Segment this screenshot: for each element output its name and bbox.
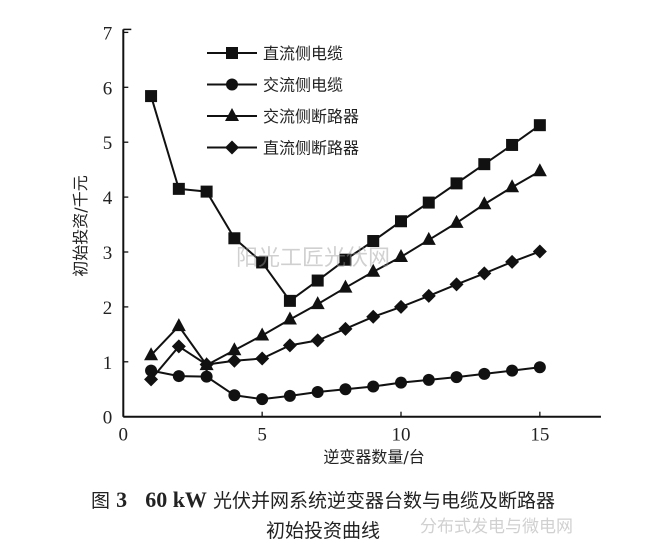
data-point-square bbox=[422, 196, 435, 209]
data-point-square bbox=[283, 294, 296, 307]
data-point-triangle bbox=[449, 214, 464, 228]
x-axis-label: 逆变器数量/台 bbox=[323, 448, 424, 467]
caption-number: 3 bbox=[116, 487, 128, 512]
data-point-square bbox=[200, 185, 213, 198]
legend-marker-circle bbox=[226, 78, 238, 91]
watermark-center: 阳光工匠光伏网 bbox=[236, 246, 391, 271]
x-tick-label: 15 bbox=[530, 425, 549, 446]
data-point-triangle bbox=[282, 311, 297, 325]
data-point-square bbox=[172, 182, 185, 195]
data-point-diamond bbox=[227, 353, 242, 368]
caption-power: 60 kW bbox=[145, 487, 207, 512]
legend-label: 直流侧断路器 bbox=[263, 139, 359, 158]
caption-line-1: 图 3 60 kW 光伏并网系统逆变器台数与电缆及断路器 bbox=[0, 486, 646, 513]
watermark-bottom: 分布式发电与微电网 bbox=[420, 517, 573, 537]
data-point-circle bbox=[283, 389, 296, 402]
data-point-circle bbox=[506, 364, 519, 377]
data-point-triangle bbox=[255, 327, 270, 341]
data-point-square bbox=[256, 256, 269, 269]
line-chart: 0 1 2 3 4 5 6 7 0 5 10 15 逆变器数量/台 初始投资/千元 直流侧电缆交流侧电缆交流… bbox=[71, 23, 601, 467]
data-point-triangle bbox=[421, 231, 436, 245]
data-point-diamond bbox=[366, 309, 381, 324]
data-point-triangle bbox=[394, 248, 408, 262]
data-point-square bbox=[145, 90, 158, 103]
y-tick-label: 6 bbox=[103, 78, 113, 99]
data-point-triangle bbox=[477, 196, 492, 210]
data-point-triangle bbox=[532, 163, 547, 177]
data-point-circle bbox=[228, 389, 241, 402]
y-tick-label: 5 bbox=[103, 133, 113, 154]
data-point-circle bbox=[256, 393, 269, 406]
legend-marker-diamond bbox=[225, 140, 239, 155]
data-point-diamond bbox=[338, 321, 353, 336]
data-point-diamond bbox=[505, 254, 520, 269]
data-point-square bbox=[367, 235, 380, 248]
data-point-circle bbox=[145, 364, 158, 377]
y-tick-label: 1 bbox=[103, 353, 113, 374]
data-point-triangle bbox=[144, 347, 159, 361]
y-tick-label: 7 bbox=[103, 23, 113, 44]
legend-marker-triangle bbox=[225, 108, 239, 121]
data-point-triangle bbox=[310, 296, 325, 310]
data-point-diamond bbox=[199, 357, 214, 372]
legend-label: 直流侧电缆 bbox=[263, 44, 343, 63]
data-point-square bbox=[228, 232, 241, 245]
data-point-square bbox=[450, 177, 463, 190]
data-point-circle bbox=[172, 370, 185, 383]
data-point-diamond bbox=[421, 288, 436, 303]
data-point-diamond bbox=[394, 299, 408, 314]
data-point-square bbox=[311, 274, 324, 287]
data-point-circle bbox=[395, 376, 407, 389]
caption-line-2: 初始投资曲线 bbox=[265, 520, 380, 542]
data-point-circle bbox=[478, 367, 491, 380]
data-point-square bbox=[506, 138, 519, 151]
data-point-diamond bbox=[171, 339, 186, 354]
data-point-diamond bbox=[144, 372, 159, 387]
data-point-diamond bbox=[310, 333, 325, 348]
data-point-square bbox=[533, 119, 546, 132]
x-tick-label: 5 bbox=[257, 425, 267, 446]
data-point-square bbox=[339, 253, 352, 266]
data-point-diamond bbox=[255, 351, 270, 366]
data-point-circle bbox=[200, 370, 213, 383]
data-point-triangle bbox=[366, 263, 381, 277]
data-point-circle bbox=[533, 361, 546, 374]
data-point-diamond bbox=[532, 244, 547, 259]
x-tick-label: 10 bbox=[392, 425, 411, 446]
caption-fig: 图 bbox=[91, 490, 111, 512]
data-point-diamond bbox=[477, 266, 492, 281]
y-tick-label: 2 bbox=[103, 298, 113, 319]
y-tick-label: 0 bbox=[103, 408, 113, 429]
legend-marker-square bbox=[226, 47, 238, 59]
data-point-triangle bbox=[338, 279, 353, 293]
data-point-triangle bbox=[171, 318, 186, 332]
x-tick-label: 0 bbox=[119, 425, 129, 446]
legend-label: 交流侧电缆 bbox=[263, 76, 343, 95]
caption-text: 光伏并网系统逆变器台数与电缆及断路器 bbox=[212, 490, 555, 512]
data-point-circle bbox=[311, 385, 324, 398]
data-point-circle bbox=[339, 383, 352, 396]
data-point-diamond bbox=[449, 277, 464, 292]
data-point-diamond bbox=[282, 338, 297, 353]
data-point-square bbox=[395, 215, 407, 228]
data-point-square bbox=[478, 158, 491, 171]
data-point-triangle bbox=[505, 179, 520, 193]
data-point-circle bbox=[367, 380, 380, 393]
y-tick-label: 4 bbox=[103, 188, 113, 209]
data-point-circle bbox=[422, 373, 435, 386]
y-tick-label: 3 bbox=[103, 243, 113, 264]
legend-label: 交流侧断路器 bbox=[263, 107, 359, 126]
y-axis-label: 初始投资/千元 bbox=[71, 175, 90, 276]
data-point-circle bbox=[450, 371, 463, 384]
data-point-triangle bbox=[227, 342, 242, 356]
